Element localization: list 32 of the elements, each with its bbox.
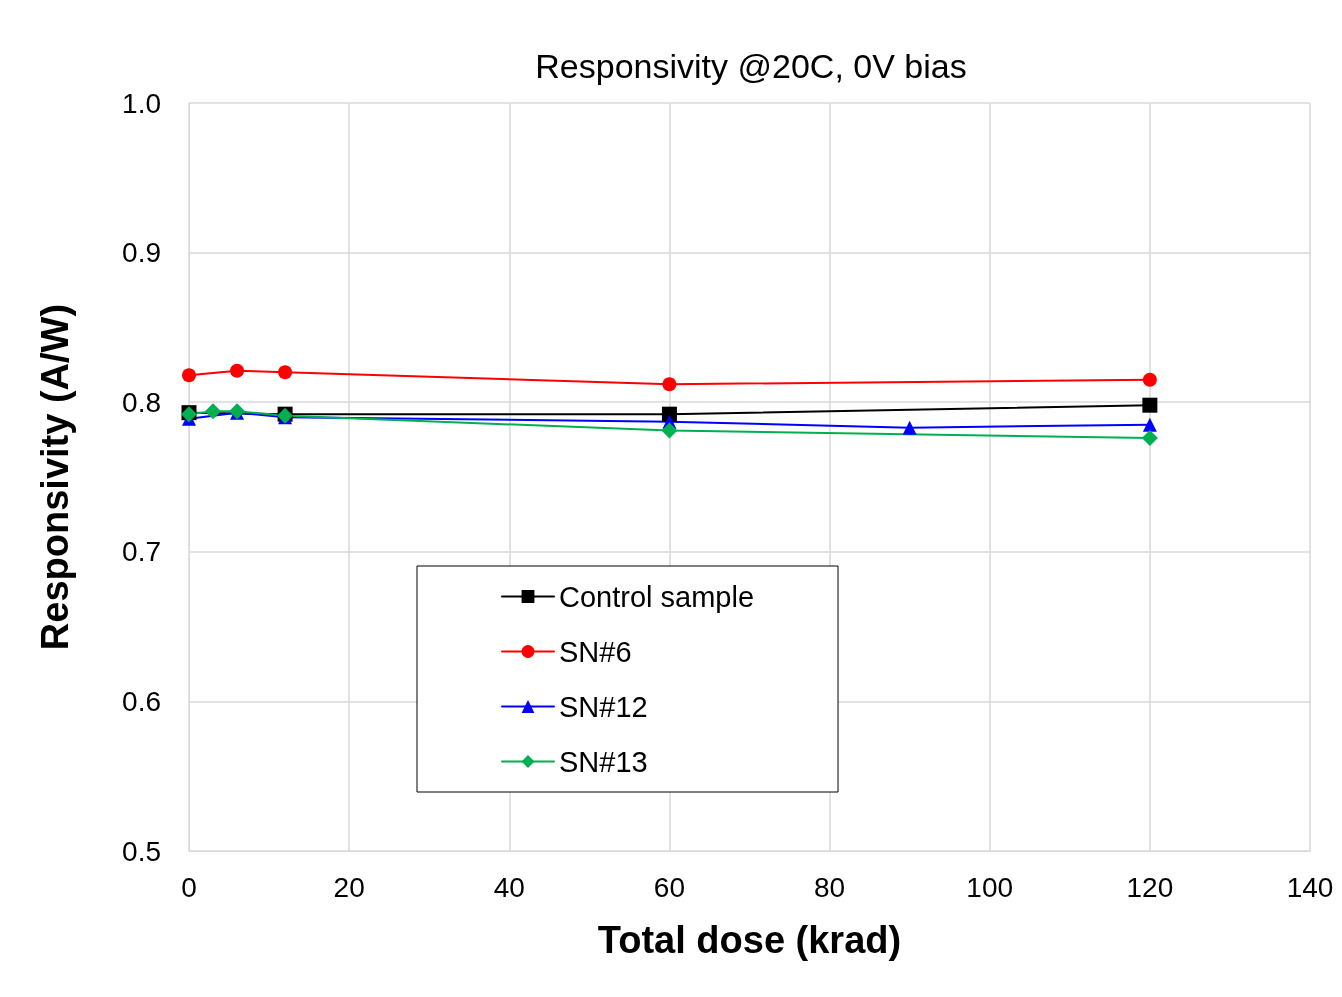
legend-label: SN#12 [559,690,648,723]
point [205,403,222,420]
chart-title: Responsivity @20C, 0V bias [535,47,967,85]
y-tick-label: 0.7 [122,536,161,568]
y-axis-title: Responsivity (A/W) [34,303,76,651]
y-tick-label: 0.6 [122,685,161,717]
point [1142,397,1158,413]
x-axis-title: Total dose (krad) [597,919,902,961]
point [278,365,293,380]
point [1142,417,1157,432]
legend-label: SN#6 [559,635,632,668]
y-tick-label: 0.9 [122,237,161,269]
point [1141,430,1158,447]
y-tick-label: 0.8 [122,386,161,418]
x-tick-label: 0 [181,871,197,903]
x-tick-label: 40 [493,871,525,903]
point [661,422,678,439]
y-tick-label: 0.5 [122,835,161,867]
x-tick-label: 100 [966,871,1014,903]
point [230,363,245,378]
point [902,420,917,435]
y-tick-label: 1.0 [122,87,161,119]
point [1142,372,1157,387]
x-tick-label: 140 [1286,871,1334,903]
x-tick-label: 20 [333,871,365,903]
point [182,368,196,383]
x-tick-label: 120 [1126,871,1174,903]
legend-label: Control sample [559,580,755,613]
point [662,377,677,392]
x-tick-label: 80 [813,871,846,903]
legend-label: SN#13 [559,745,648,778]
x-tick-label: 60 [653,871,686,903]
